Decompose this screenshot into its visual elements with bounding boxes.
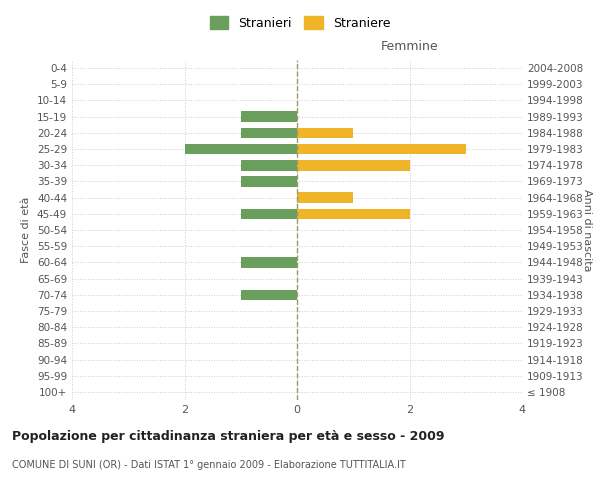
Y-axis label: Fasce di età: Fasce di età: [22, 197, 31, 263]
Bar: [297, 192, 353, 203]
Text: Popolazione per cittadinanza straniera per età e sesso - 2009: Popolazione per cittadinanza straniera p…: [12, 430, 445, 443]
Bar: [241, 112, 297, 122]
Text: COMUNE DI SUNI (OR) - Dati ISTAT 1° gennaio 2009 - Elaborazione TUTTITALIA.IT: COMUNE DI SUNI (OR) - Dati ISTAT 1° genn…: [12, 460, 406, 470]
Text: Femmine: Femmine: [380, 40, 439, 53]
Bar: [241, 257, 297, 268]
Bar: [297, 208, 409, 219]
Legend: Stranieri, Straniere: Stranieri, Straniere: [205, 11, 395, 35]
Bar: [297, 144, 466, 154]
Bar: [297, 128, 353, 138]
Bar: [241, 176, 297, 186]
Bar: [297, 160, 409, 170]
Bar: [241, 290, 297, 300]
Bar: [185, 144, 297, 154]
Y-axis label: Anni di nascita: Anni di nascita: [582, 188, 592, 271]
Bar: [241, 160, 297, 170]
Bar: [241, 128, 297, 138]
Bar: [241, 208, 297, 219]
